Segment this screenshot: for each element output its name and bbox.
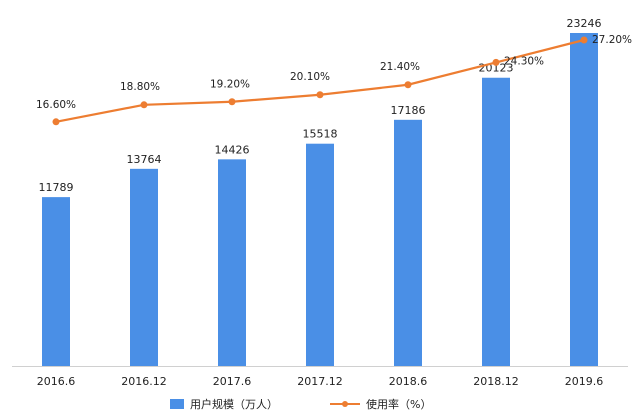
bar-value-label: 14426 [215, 143, 250, 156]
usage-rate-marker [580, 36, 588, 44]
bar-value-label: 23246 [567, 17, 602, 30]
usage-rate-label: 20.10% [290, 71, 330, 83]
bar-value-label: 15518 [303, 128, 338, 141]
x-tick-label: 2018.6 [389, 375, 428, 388]
bars-layer [42, 33, 598, 367]
x-tick-label: 2017.6 [213, 375, 252, 388]
bar-value-label: 17186 [391, 104, 426, 117]
x-tick-label: 2019.6 [565, 375, 604, 388]
usage-rate-label: 19.20% [210, 79, 250, 91]
bar-value-label: 11789 [39, 181, 74, 194]
x-tick-label: 2018.12 [473, 375, 519, 388]
legend-line-label: 使用率（%） [366, 397, 431, 411]
line-layer [52, 36, 588, 126]
bar [482, 77, 510, 367]
x-ticks-layer: 2016.6 2016.12 2017.6 2017.12 2018.6 2018.12 2… [37, 375, 604, 388]
usage-rate-label: 27.20% [592, 34, 632, 46]
legend-line-marker [342, 401, 348, 407]
bar [570, 33, 598, 366]
usage-rate-label: 16.60% [36, 99, 76, 111]
x-tick-label: 2017.12 [297, 375, 343, 388]
usage-rate-marker [492, 58, 500, 66]
usage-rate-label: 24.30% [504, 55, 544, 67]
usage-rate-marker [52, 118, 60, 126]
usage-rate-label: 18.80% [120, 81, 160, 93]
usage-rate-marker [316, 91, 324, 99]
bar [218, 159, 246, 366]
legend-bar-label: 用户规模（万人） [190, 397, 278, 411]
x-tick-label: 2016.12 [121, 375, 167, 388]
usage-rate-label: 21.40% [380, 61, 420, 73]
x-tick-label: 2016.6 [37, 375, 76, 388]
bar [42, 197, 70, 366]
usage-rate-marker [228, 98, 236, 106]
bar-value-label: 13764 [127, 153, 162, 166]
legend-bar-swatch [170, 399, 184, 409]
usage-rate-marker [140, 101, 148, 109]
bar [394, 119, 422, 366]
legend: 用户规模（万人） 使用率（%） [170, 397, 431, 411]
bar [130, 168, 158, 366]
line-labels-layer: 16.60% 18.80% 19.20% 20.10% 21.40% 24.30% 27.2… [36, 34, 632, 111]
usage-rate-marker [404, 81, 412, 89]
bar [306, 143, 334, 366]
